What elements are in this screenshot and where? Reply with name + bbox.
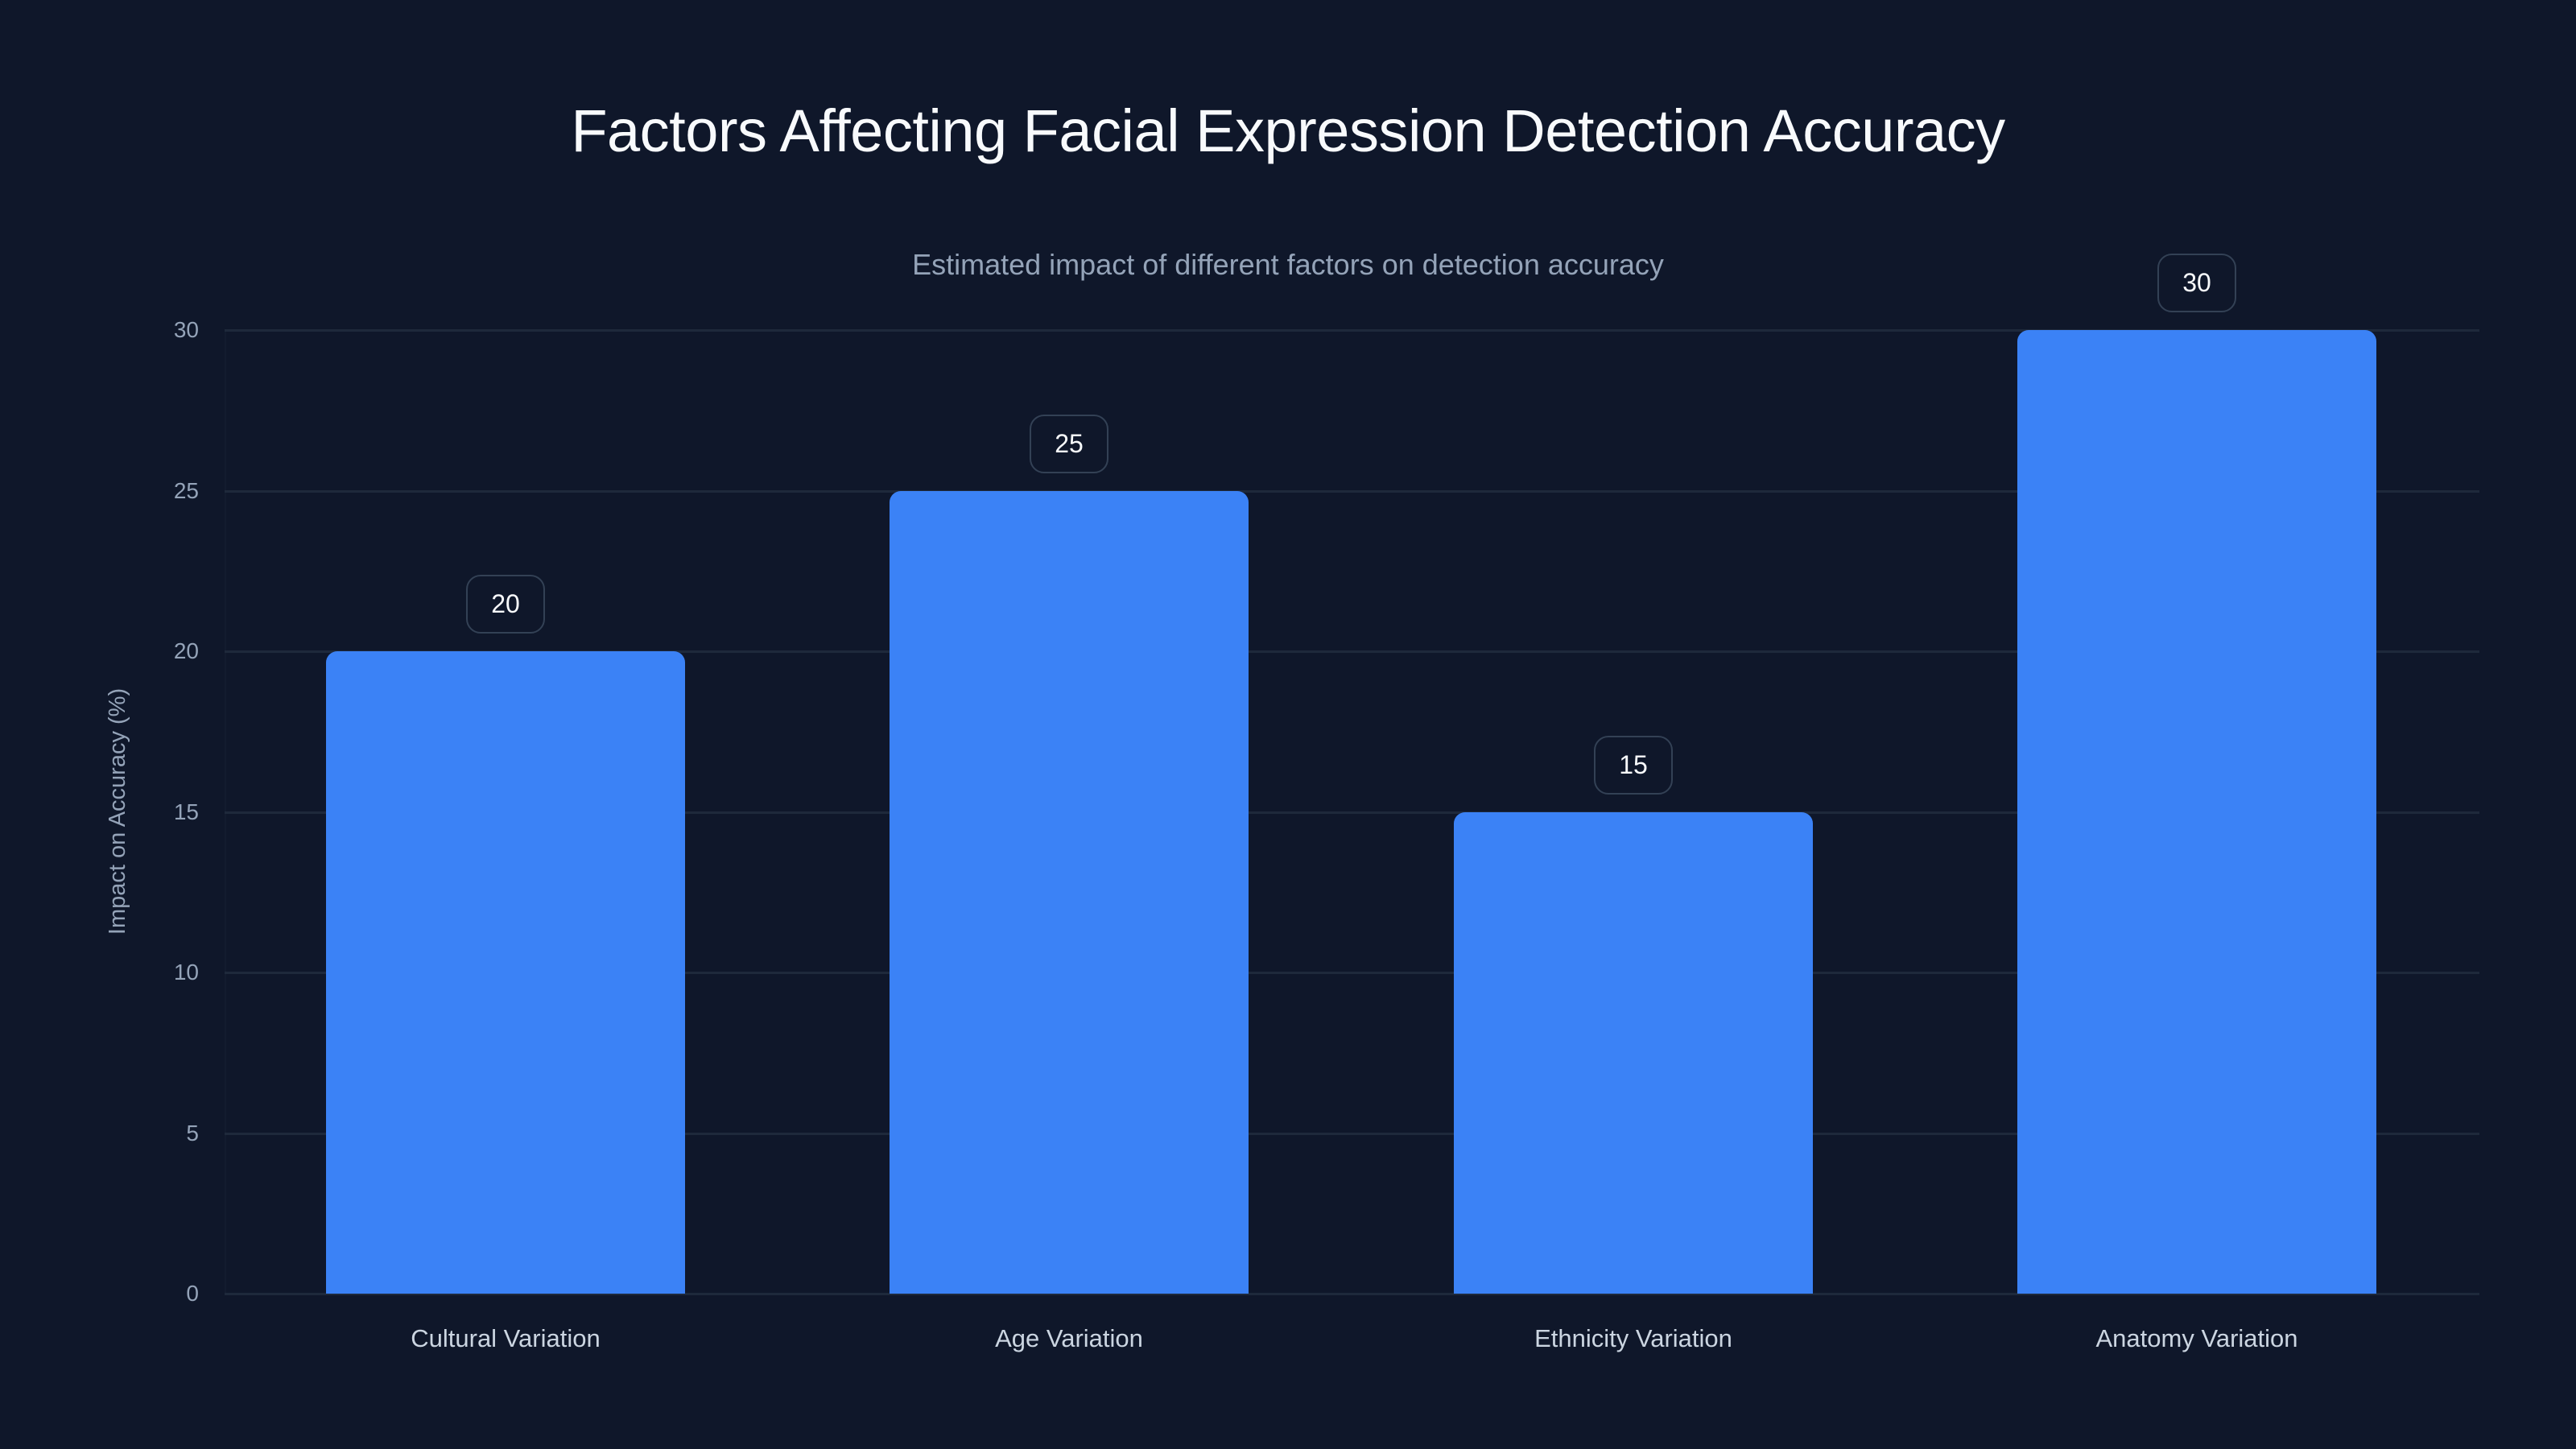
bar-cultural-variation[interactable]	[326, 651, 685, 1294]
y-tick-25: 25	[173, 477, 199, 503]
x-label-anatomy-variation: Anatomy Variation	[2095, 1324, 2298, 1352]
gridline-0	[225, 1293, 2479, 1295]
y-tick-5: 5	[186, 1120, 199, 1146]
y-tick-0: 0	[186, 1281, 199, 1306]
chart-title: Factors Affecting Facial Expression Dete…	[571, 97, 2005, 164]
y-tick-30: 30	[173, 317, 199, 342]
bar-ethnicity-variation[interactable]	[1454, 811, 1813, 1294]
value-label-age-variation: 25	[1030, 414, 1108, 473]
bar-age-variation[interactable]	[890, 490, 1249, 1294]
plot-area	[225, 329, 2479, 1295]
value-label-ethnicity-variation: 15	[1594, 735, 1673, 795]
gridline-25	[225, 489, 2479, 493]
y-tick-20: 20	[173, 638, 199, 663]
value-label-anatomy-variation: 30	[2157, 254, 2236, 312]
gridline-15	[225, 811, 2479, 814]
y-tick-10: 10	[173, 960, 199, 985]
gridline-10	[225, 972, 2479, 974]
chart-subtitle: Estimated impact of different factors on…	[912, 248, 1664, 281]
gridline-30	[225, 329, 2479, 332]
bar-anatomy-variation[interactable]	[2017, 330, 2376, 1294]
x-label-age-variation: Age Variation	[995, 1324, 1143, 1352]
gridline-5	[225, 1132, 2479, 1135]
value-label-cultural-variation: 20	[466, 575, 545, 634]
gridline-20	[225, 650, 2479, 653]
y-tick-15: 15	[173, 799, 199, 824]
x-label-ethnicity-variation: Ethnicity Variation	[1534, 1324, 1732, 1352]
x-label-cultural-variation: Cultural Variation	[411, 1324, 601, 1352]
